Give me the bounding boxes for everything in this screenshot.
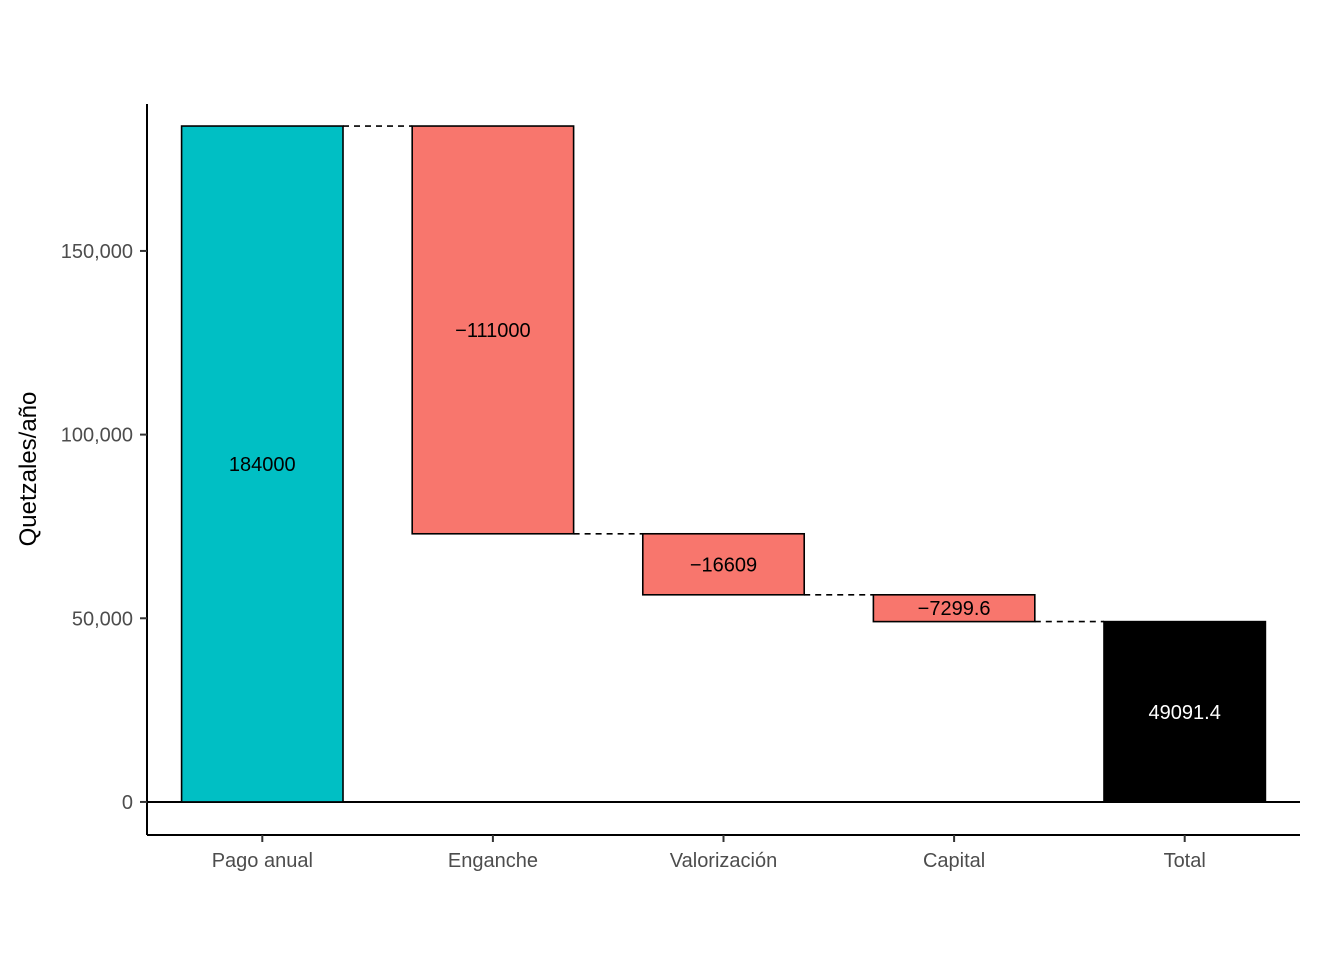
bar-step (641, 532, 806, 596)
bar-total (1103, 620, 1267, 803)
x-tick-label: Pago anual (212, 850, 313, 872)
bars-layer: 184000 −111000 −16609 −7299.6 49091.4 (147, 125, 1300, 803)
y-axis-title: Quetzales/año (15, 392, 42, 547)
y-tick-label: 50,000 (72, 608, 133, 630)
x-tick-label: Capital (923, 850, 985, 872)
y-tick-label: 100,000 (61, 425, 133, 447)
bar-step (872, 593, 1036, 623)
bar-value-label: −16609 (690, 554, 757, 576)
bar-value-label: −7299.6 (918, 598, 991, 620)
x-tick-label: Enganche (448, 850, 538, 872)
bar-start (180, 125, 344, 803)
x-tick-label: Total (1164, 850, 1206, 872)
bar-value-label: 49091.4 (1149, 702, 1221, 724)
y-tick-label: 150,000 (61, 241, 133, 263)
y-tick-label: 0 (122, 792, 133, 814)
bar-value-label: 184000 (229, 454, 296, 476)
bar-step (411, 125, 575, 535)
bar-value-label: −111000 (455, 320, 530, 342)
axis-layer: 0 50,000 100,000 150,000 Pago anual Enganche V… (61, 104, 1300, 872)
x-tick-label: Valorización (670, 850, 777, 872)
